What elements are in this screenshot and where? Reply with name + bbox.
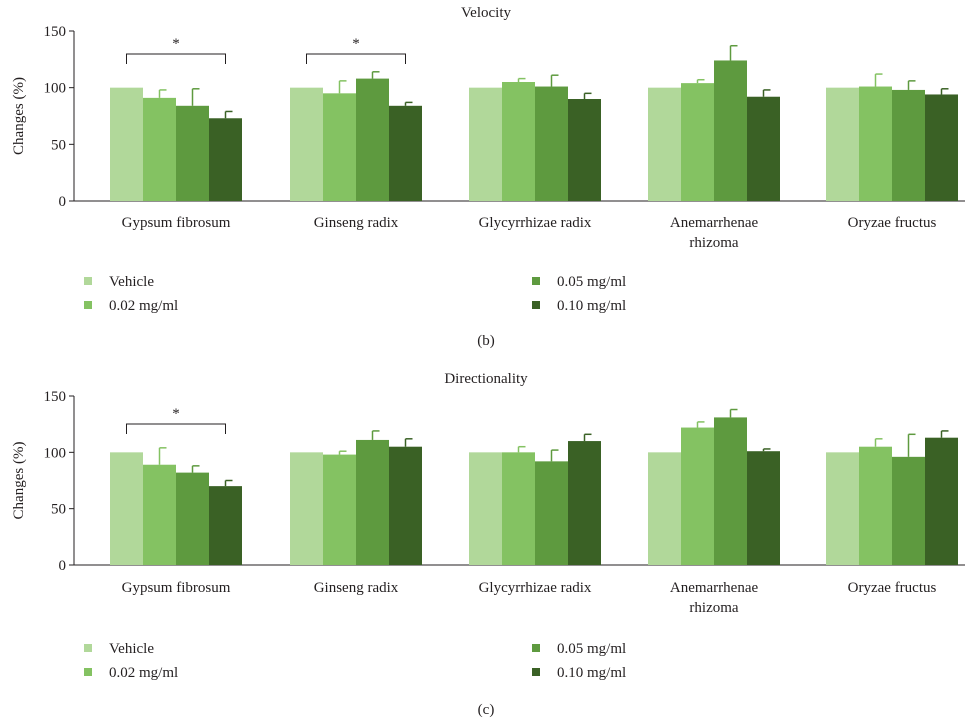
y-tick-label: 0	[59, 194, 67, 210]
legend-swatch	[84, 644, 92, 652]
legend-label: 0.05 mg/ml	[557, 641, 626, 657]
bar	[356, 439, 389, 565]
significance-bracket	[126, 423, 226, 434]
bar	[826, 87, 859, 201]
bar	[859, 86, 892, 201]
bar	[568, 99, 601, 201]
bar	[648, 452, 681, 565]
bar	[290, 452, 323, 565]
bar	[648, 87, 681, 201]
bar	[714, 60, 747, 201]
bar	[176, 472, 209, 565]
y-axis-label: Changes (%)	[11, 442, 27, 520]
x-tick-label: Oryzae fructus	[848, 580, 937, 596]
legend-label: 0.10 mg/ml	[557, 298, 626, 314]
x-tick-label: rhizoma	[689, 600, 738, 616]
bar	[747, 451, 780, 565]
y-tick-label: 100	[44, 81, 67, 97]
bar	[143, 464, 176, 565]
significance-bracket	[306, 53, 406, 64]
y-tick-label: 0	[59, 558, 67, 574]
bar	[892, 456, 925, 565]
legend-label: Vehicle	[109, 274, 154, 290]
bar	[323, 93, 356, 201]
legend-swatch	[532, 668, 540, 676]
chart-panel-2: Directionality Changes (%) 0 50 100 150 * Gypsu…	[11, 371, 965, 718]
y-axis-label: Changes (%)	[11, 77, 27, 155]
bar	[892, 89, 925, 201]
panel-label: (c)	[478, 702, 495, 718]
y-tick-label: 50	[51, 137, 66, 153]
bar	[681, 83, 714, 201]
x-tick-label: Gypsum fibrosum	[122, 215, 231, 231]
bar	[925, 437, 958, 565]
legend-swatch	[532, 301, 540, 309]
x-tick-label: Anemarrhenae	[670, 215, 759, 231]
y-tick-label: 150	[44, 389, 67, 405]
bar	[110, 87, 143, 201]
bar	[568, 441, 601, 565]
bar	[469, 452, 502, 565]
bar	[110, 452, 143, 565]
chart-title: Directionality	[444, 371, 528, 387]
significance-marker: *	[172, 406, 180, 422]
legend-label: 0.02 mg/ml	[109, 665, 178, 681]
panel-label: (b)	[477, 333, 495, 349]
legend-label: 0.10 mg/ml	[557, 665, 626, 681]
x-tick-label: Anemarrhenae	[670, 580, 759, 596]
x-tick-label: Ginseng radix	[314, 215, 399, 231]
bar	[502, 452, 535, 565]
bar	[535, 461, 568, 565]
x-tick-label: Gypsum fibrosum	[122, 580, 231, 596]
bar	[209, 486, 242, 565]
chart-title: Velocity	[461, 5, 511, 21]
legend-label: Vehicle	[109, 641, 154, 657]
bar	[176, 105, 209, 201]
bar	[143, 97, 176, 201]
bar	[747, 96, 780, 201]
bar	[859, 446, 892, 565]
significance-marker: *	[172, 36, 180, 52]
bar	[389, 446, 422, 565]
chart-panel-1: Velocity Changes (%) 0 50 100 150 * * Gypsum fib…	[11, 5, 965, 349]
legend-swatch	[84, 277, 92, 285]
bar	[469, 87, 502, 201]
bar	[290, 87, 323, 201]
y-tick-label: 100	[44, 445, 67, 461]
y-tick-label: 50	[51, 502, 66, 518]
legend-swatch	[84, 668, 92, 676]
significance-marker: *	[352, 36, 360, 52]
x-tick-label: Ginseng radix	[314, 580, 399, 596]
significance-bracket	[126, 53, 226, 64]
bar	[389, 105, 422, 201]
x-tick-label: Glycyrrhizae radix	[479, 215, 592, 231]
bar	[714, 417, 747, 565]
legend-swatch	[532, 644, 540, 652]
bar	[681, 427, 714, 565]
bar	[502, 82, 535, 201]
bar	[535, 86, 568, 201]
bar	[925, 94, 958, 201]
legend-label: 0.05 mg/ml	[557, 274, 626, 290]
x-tick-label: Glycyrrhizae radix	[479, 580, 592, 596]
bar	[209, 118, 242, 201]
bar	[323, 454, 356, 565]
legend-swatch	[84, 301, 92, 309]
legend-swatch	[532, 277, 540, 285]
x-tick-label: Oryzae fructus	[848, 215, 937, 231]
bar	[356, 78, 389, 201]
legend-label: 0.02 mg/ml	[109, 298, 178, 314]
x-tick-label: rhizoma	[689, 235, 738, 251]
y-tick-label: 150	[44, 24, 67, 40]
bar	[826, 452, 859, 565]
